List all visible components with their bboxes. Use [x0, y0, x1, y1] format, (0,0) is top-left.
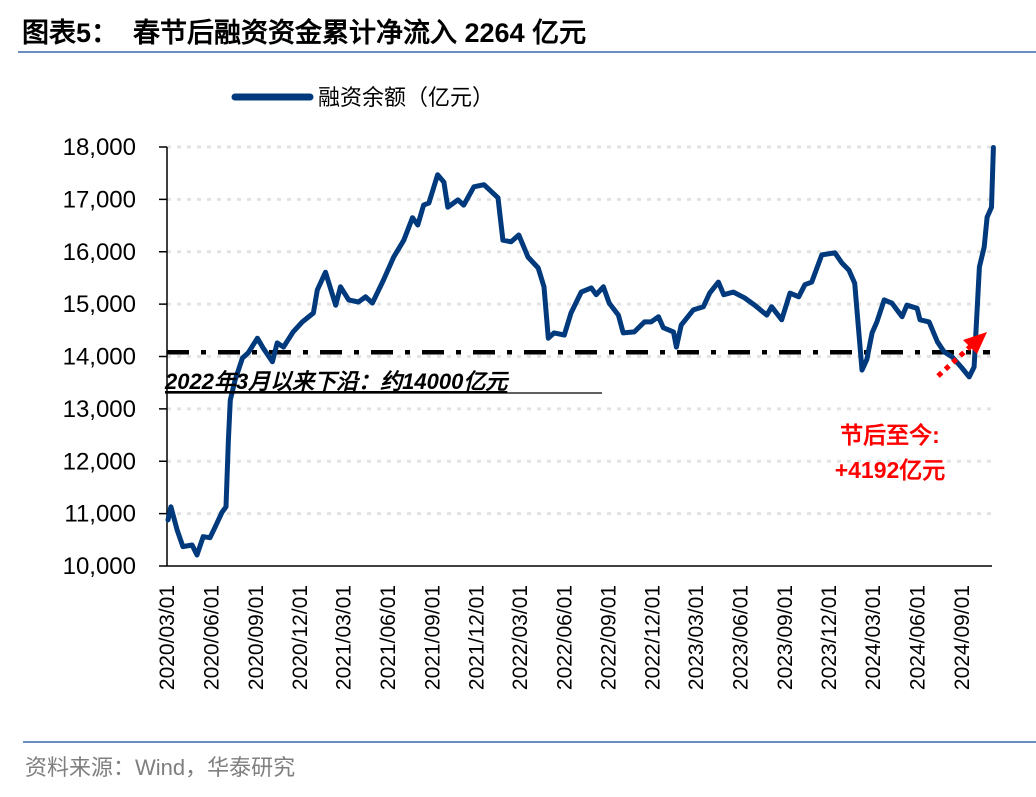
annotation-line1: 节后至今: — [840, 422, 940, 448]
source-note: 资料来源：Wind，华泰研究 — [25, 755, 295, 780]
x-tick-label: 2021/09/01 — [421, 585, 444, 690]
x-tick-label: 2020/12/01 — [289, 585, 312, 690]
x-tick-label: 2021/12/01 — [465, 585, 488, 690]
x-axis: 2020/03/01 2020/06/01 2020/09/01 2020/12/01… — [156, 565, 992, 690]
figure-title: 图表5： 春节后融资资金累计净流入 2264 亿元 — [22, 17, 586, 48]
x-tick-label: 2020/03/01 — [156, 585, 179, 690]
gridlines — [167, 145, 992, 516]
reference-line-label: 2022年3月以来下沿：约14000亿元 — [164, 369, 509, 394]
y-axis: 10,000 11,000 12,000 13,000 14,000 15,000 16,0… — [63, 134, 168, 580]
x-tick-label: 2023/12/01 — [818, 585, 841, 690]
y-tick-label: 16,000 — [63, 239, 136, 266]
y-tick-label: 10,000 — [63, 553, 136, 580]
annotation-arrow — [936, 332, 987, 378]
y-tick-label: 12,000 — [63, 448, 136, 475]
y-tick-label: 11,000 — [64, 501, 136, 528]
x-tick-label: 2022/12/01 — [642, 585, 665, 690]
series-line-margin-balance — [165, 145, 996, 558]
x-tick-label: 2023/03/01 — [685, 585, 708, 690]
x-tick-label: 2021/03/01 — [332, 585, 355, 690]
x-tick-label: 2022/03/01 — [509, 585, 532, 690]
x-tick-label: 2021/06/01 — [377, 585, 400, 690]
x-tick-label: 2020/09/01 — [245, 585, 268, 690]
x-tick-label: 2024/09/01 — [951, 585, 974, 690]
y-tick-label: 14,000 — [63, 344, 136, 371]
arrow-head-icon — [963, 332, 987, 354]
legend-label: 融资余额（亿元） — [318, 85, 494, 110]
legend: 融资余额（亿元） — [231, 85, 494, 110]
x-tick-label: 2022/06/01 — [553, 585, 576, 690]
x-tick-label: 2022/09/01 — [598, 585, 621, 690]
x-tick-label: 2023/09/01 — [774, 585, 797, 690]
y-tick-label: 17,000 — [63, 186, 136, 213]
x-tick-label: 2024/03/01 — [862, 585, 885, 690]
y-tick-label: 15,000 — [63, 291, 136, 318]
x-tick-label: 2020/06/01 — [200, 585, 223, 690]
y-tick-label: 13,000 — [63, 396, 136, 423]
arrow-shaft — [936, 343, 974, 378]
y-tick-label: 18,000 — [63, 134, 136, 161]
annotation-line2: +4192亿元 — [835, 457, 946, 483]
x-tick-label: 2024/06/01 — [907, 585, 930, 690]
x-tick-label: 2023/06/01 — [730, 585, 753, 690]
